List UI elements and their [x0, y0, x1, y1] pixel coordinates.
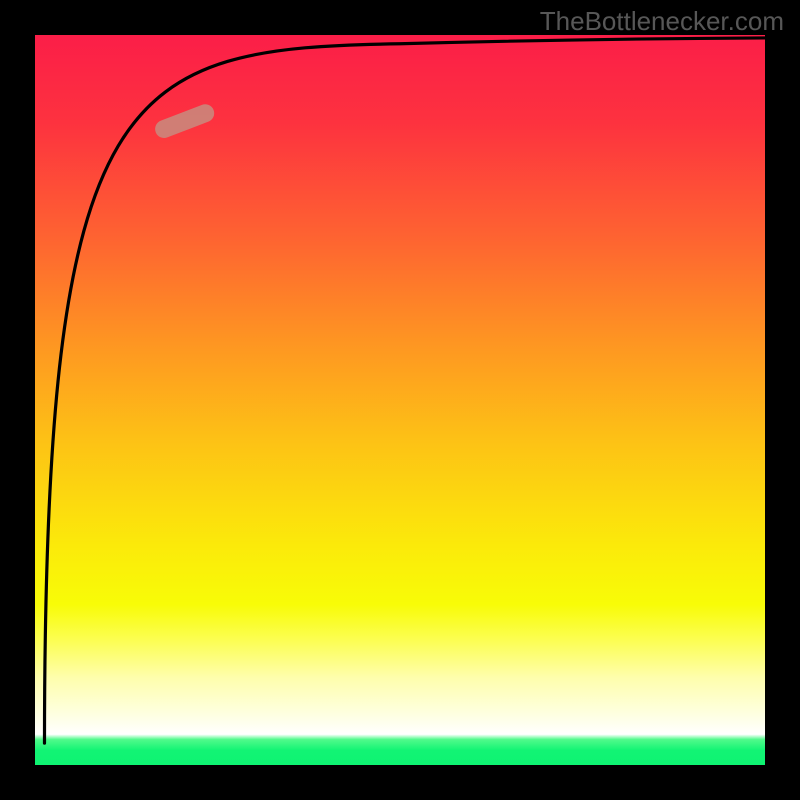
plot-area [35, 35, 765, 765]
chart-container: TheBottlenecker.com [0, 0, 800, 800]
chart-svg [0, 0, 800, 800]
